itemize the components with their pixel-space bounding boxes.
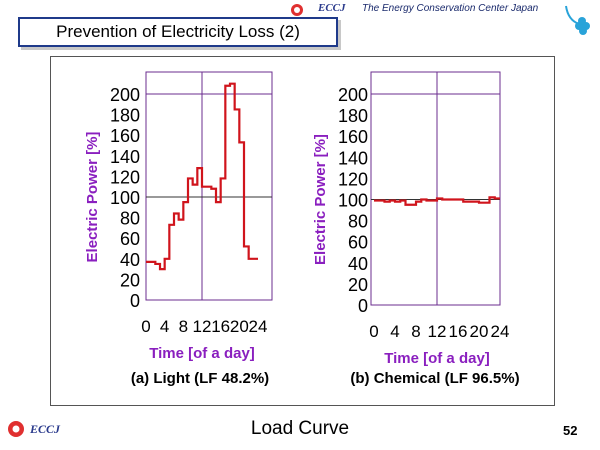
x-tick-label: 20 xyxy=(230,317,249,336)
y-tick-label: 40 xyxy=(120,250,140,270)
y-tick-label: 80 xyxy=(348,212,368,232)
y-tick-label: 60 xyxy=(348,233,368,253)
y-tick-label: 180 xyxy=(338,106,368,126)
y-tick-label: 120 xyxy=(110,167,140,187)
x-tick-label: 4 xyxy=(160,317,169,336)
page-number: 52 xyxy=(563,423,578,438)
y-tick-label: 20 xyxy=(348,275,368,295)
y-tick-label: 200 xyxy=(110,85,140,105)
x-tick-label: 8 xyxy=(179,317,188,336)
y-tick-label: 60 xyxy=(120,229,140,249)
organization-name: The Energy Conservation Center Japan xyxy=(362,3,539,14)
y-tick-label: 40 xyxy=(348,254,368,274)
x-tick-label: 16 xyxy=(211,317,230,336)
slide-title-box: Prevention of Electricity Loss (2) xyxy=(18,17,338,47)
x-tick-label: 24 xyxy=(249,317,268,336)
y-tick-label: 0 xyxy=(130,291,140,311)
load-curve-line xyxy=(374,196,500,206)
x-tick-label: 20 xyxy=(470,322,489,341)
x-tick-label: 16 xyxy=(449,322,468,341)
y-tick-label: 20 xyxy=(120,270,140,290)
y-tick-label: 100 xyxy=(110,188,140,208)
load-curve-line xyxy=(146,82,258,271)
x-axis-label: Time [of a day] xyxy=(149,345,255,362)
y-tick-label: 160 xyxy=(110,126,140,146)
chart-caption: (b) Chemical (LF 96.5%) xyxy=(350,370,519,387)
y-tick-label: 0 xyxy=(358,296,368,316)
x-tick-label: 0 xyxy=(369,322,378,341)
plot-frame xyxy=(370,71,501,306)
slide-title: Prevention of Electricity Loss (2) xyxy=(56,22,300,41)
chart-panel xyxy=(50,56,555,406)
y-axis-label: Electric Power [%] xyxy=(312,134,329,265)
header-logo-text: ECCJ xyxy=(318,2,346,14)
y-tick-label: 160 xyxy=(338,127,368,147)
footer-logo-text: ECCJ xyxy=(30,422,61,436)
eccj-footer-emblem-icon xyxy=(8,421,24,437)
y-tick-label: 80 xyxy=(120,209,140,229)
footer-title: Load Curve xyxy=(250,418,350,439)
y-tick-label: 200 xyxy=(338,85,368,105)
plot-frame xyxy=(145,71,273,301)
y-tick-label: 140 xyxy=(338,148,368,168)
x-axis-label: Time [of a day] xyxy=(384,350,490,367)
y-tick-label: 100 xyxy=(338,191,368,211)
y-tick-label: 140 xyxy=(110,147,140,167)
x-tick-label: 24 xyxy=(491,322,510,341)
y-axis-label: Electric Power [%] xyxy=(84,132,101,263)
y-tick-label: 180 xyxy=(110,106,140,126)
x-tick-label: 8 xyxy=(411,322,420,341)
x-tick-label: 12 xyxy=(193,317,212,336)
clover-logo-icon xyxy=(565,5,590,35)
eccj-emblem-icon xyxy=(291,4,303,16)
x-tick-label: 4 xyxy=(390,322,399,341)
x-tick-label: 0 xyxy=(141,317,150,336)
y-tick-label: 120 xyxy=(338,169,368,189)
chart-caption: (a) Light (LF 48.2%) xyxy=(131,370,269,387)
x-tick-label: 12 xyxy=(428,322,447,341)
